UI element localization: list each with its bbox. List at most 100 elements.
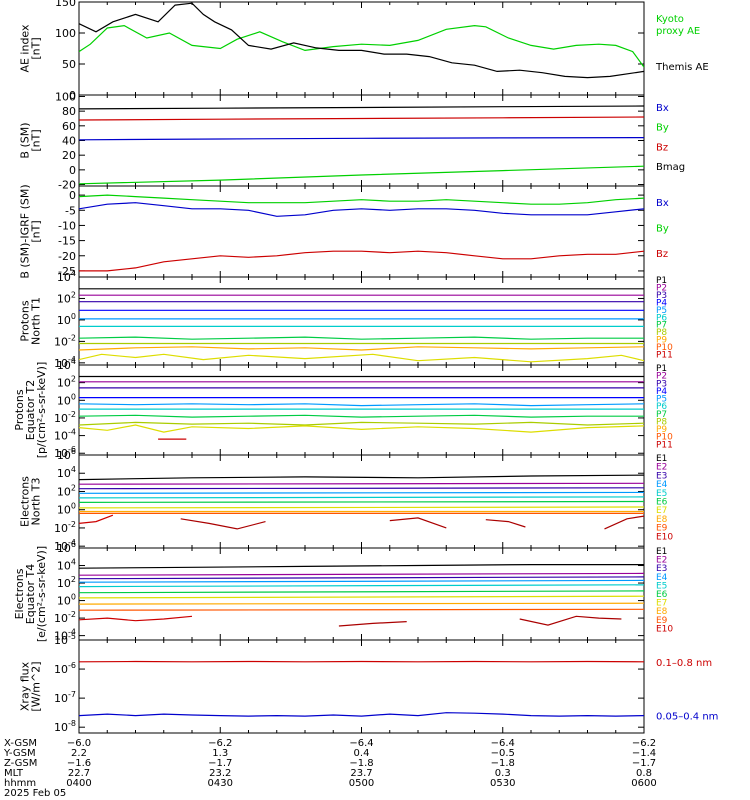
legend-label-p9: P9	[656, 425, 667, 435]
series-line-e4	[79, 491, 644, 494]
x-axis-row-value: −0.5	[491, 748, 515, 759]
legend-label-e10: E10	[656, 624, 673, 634]
legend-label-by: By	[656, 123, 669, 134]
x-axis-row-value: −1.7	[632, 758, 656, 769]
legend-label-e3: E3	[656, 564, 667, 574]
legend-label-p5: P5	[656, 306, 667, 316]
legend-label-bz: Bz	[656, 142, 668, 153]
legend-label-kyoto-proxy-ae: proxy AE	[656, 26, 700, 37]
legend-label-p6: P6	[656, 402, 667, 412]
y-axis-label: [nT]	[30, 37, 43, 59]
x-axis-row-value: 0400	[66, 778, 91, 789]
series-line-unlabeled	[485, 519, 526, 528]
legend-label-e7: E7	[656, 599, 667, 609]
y-tick-label: 100	[57, 392, 76, 407]
legend-label-p10: P10	[656, 343, 673, 353]
legend-label-p11: P11	[656, 440, 673, 450]
y-tick-label: 10-4	[54, 538, 76, 553]
x-axis-annotation: X-GSM −6.0 −6.2 −6.4 −6.4 −6.2Y-GSM 2.2 1.3 0.4−…	[3, 738, 657, 799]
legend-label-p9: P9	[656, 336, 667, 346]
legend-label-p7: P7	[656, 410, 667, 420]
y-tick-label: 102	[57, 575, 76, 590]
legend-label-e6: E6	[656, 498, 668, 508]
legend-label-e1: E1	[656, 547, 667, 557]
y-axis-label: B (SM)	[19, 122, 32, 158]
y-axis-label: [W/m^2]	[30, 661, 43, 711]
x-axis-row-value: 0.8	[636, 768, 652, 779]
legend-label-by: By	[656, 224, 669, 235]
legend-label-e4: E4	[656, 480, 668, 490]
x-axis-row-value: 23.2	[209, 768, 231, 779]
legend-label-e4: E4	[656, 573, 668, 583]
series-line-themis-ae	[79, 2, 644, 79]
y-axis-label: [nT]	[30, 220, 43, 242]
legend-label-p10: P10	[656, 433, 673, 443]
date-label: 2025 Feb 05	[4, 788, 66, 799]
x-axis-row-label: X-GSM	[4, 738, 37, 749]
legend-label-e9: E9	[656, 524, 668, 534]
y-tick-label: -15	[58, 235, 76, 248]
y-tick-label: 104	[57, 269, 76, 284]
series-line-unlabeled	[180, 518, 266, 530]
series-line-p8	[79, 421, 644, 426]
y-tick-label: -5	[65, 204, 76, 217]
x-axis-row-value: −1.8	[491, 758, 515, 769]
x-axis-row-value: 22.7	[68, 768, 90, 779]
y-tick-label: -20	[58, 250, 76, 263]
legend-label-p2: P2	[656, 284, 667, 294]
series-line-e9	[79, 608, 644, 611]
series-line-p5	[79, 403, 644, 407]
legend-label-e2: E2	[656, 463, 667, 473]
legend-label-p3: P3	[656, 291, 667, 301]
series-line-unlabeled	[79, 353, 644, 363]
x-axis-row-value: 0.4	[354, 748, 370, 759]
series-line-bz	[79, 250, 644, 272]
legend-label-p8: P8	[656, 418, 667, 428]
legend-label-kyoto-proxy-ae: Kyoto	[656, 14, 684, 25]
legend-label-themis-ae: Themis AE	[655, 62, 709, 73]
y-tick-label: 40	[62, 135, 76, 148]
legend-label-bx: Bx	[656, 198, 669, 209]
y-tick-label: 10-2	[54, 610, 76, 625]
y-axis-label: Xray flux	[19, 661, 32, 711]
y-axis-label: AE index	[19, 24, 32, 73]
y-axis-label: North T1	[30, 297, 43, 345]
series-line-bx	[79, 137, 644, 141]
legend-label-e8: E8	[656, 607, 668, 617]
legend-label-p11: P11	[656, 351, 673, 361]
legend-label-e10: E10	[656, 532, 673, 542]
series-line-e1	[79, 474, 644, 481]
x-axis-row-value: −1.7	[208, 758, 232, 769]
y-tick-label: 104	[57, 558, 76, 573]
y-tick-label: 60	[62, 120, 76, 133]
legend-label-p1: P1	[656, 364, 667, 374]
series-line-e3	[79, 487, 644, 490]
series-line-e10	[79, 615, 193, 622]
y-tick-label: 102	[57, 290, 76, 305]
legend-label-p7: P7	[656, 321, 667, 331]
y-tick-label: 10-2	[54, 333, 76, 348]
y-tick-label: 102	[57, 375, 76, 390]
x-axis-row-value: 0430	[208, 778, 233, 789]
x-axis-row-label: hhmm	[4, 778, 36, 789]
series-line-bmag	[79, 105, 644, 110]
y-axis-label: Equator T4	[24, 564, 37, 624]
legend-label-bz: Bz	[656, 249, 668, 260]
legend-label-e6: E6	[656, 590, 668, 600]
x-axis-row-value: −6.4	[491, 738, 515, 749]
x-axis-row-value: 0.3	[495, 768, 511, 779]
series-line-p7	[79, 336, 644, 340]
series-line-by	[79, 194, 644, 205]
y-tick-label: 10-4	[54, 428, 76, 443]
series-line-unlabeled	[604, 515, 644, 530]
y-tick-label: 20	[62, 149, 76, 162]
legend-label-e3: E3	[656, 471, 667, 481]
y-tick-label: 106	[57, 447, 76, 462]
x-axis-row-label: MLT	[4, 768, 24, 779]
legend-label-bmag: Bmag	[656, 162, 685, 173]
y-tick-label: 106	[57, 540, 76, 555]
series-line-e7	[79, 506, 644, 509]
y-tick-label: 10-6	[54, 661, 76, 676]
